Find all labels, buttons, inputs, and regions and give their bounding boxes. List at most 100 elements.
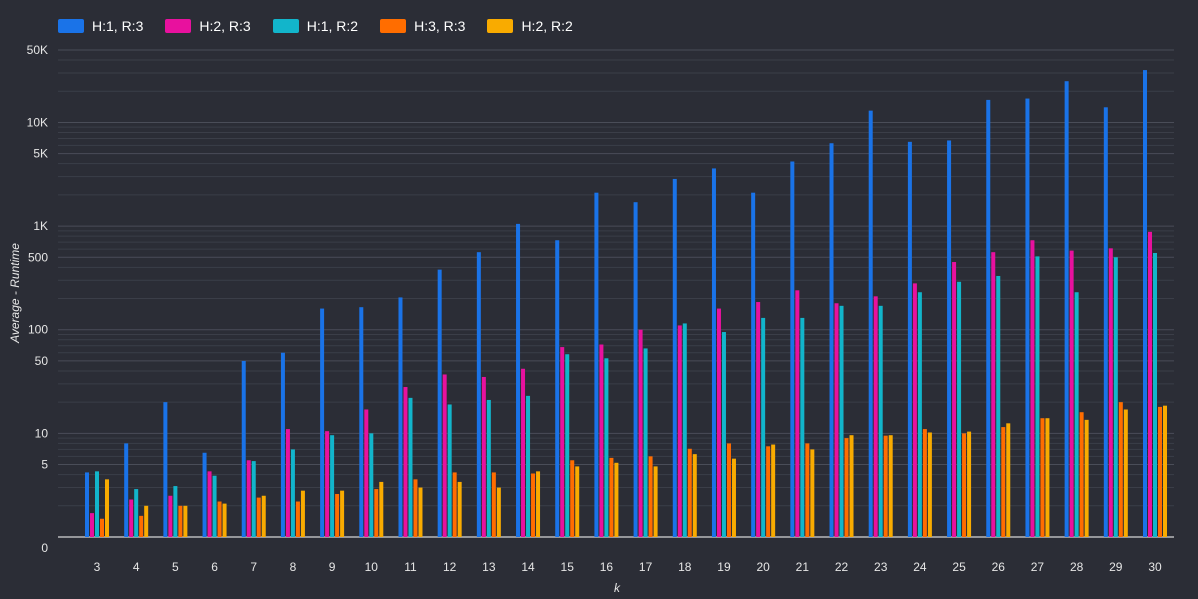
legend-swatch: [58, 19, 84, 33]
y-tick-label: 50K: [27, 43, 48, 57]
legend-item[interactable]: H:1, R:3: [58, 18, 143, 34]
x-tick-label: 16: [600, 560, 614, 574]
bar: [207, 471, 212, 537]
bar: [810, 449, 815, 537]
bar: [638, 329, 643, 537]
bar: [217, 501, 222, 537]
bar: [731, 458, 736, 537]
x-tick-label: 17: [639, 560, 653, 574]
bar: [888, 435, 893, 537]
bar: [849, 435, 854, 537]
bar: [996, 275, 1001, 537]
bar: [536, 471, 541, 537]
bar: [555, 240, 560, 538]
bar: [403, 387, 408, 537]
bar: [280, 352, 285, 537]
x-tick-label: 15: [561, 560, 575, 574]
bar: [447, 404, 452, 537]
x-tick-label: 12: [443, 560, 457, 574]
bar: [1103, 107, 1108, 538]
legend-item[interactable]: H:2, R:2: [487, 18, 573, 34]
bar: [374, 489, 379, 537]
bar: [1113, 257, 1118, 537]
bar: [1158, 406, 1162, 537]
x-tick-label: 25: [952, 560, 966, 574]
bar: [834, 303, 839, 537]
bar: [1069, 250, 1074, 537]
bar: [105, 479, 109, 537]
x-tick-label: 6: [211, 560, 218, 574]
legend-swatch: [165, 19, 192, 33]
bar: [800, 317, 805, 537]
bar: [766, 446, 771, 537]
bar: [756, 302, 761, 537]
bar: [491, 472, 496, 537]
bar: [379, 481, 384, 537]
bar: [418, 487, 423, 537]
bar: [261, 495, 266, 537]
x-tick-label: 26: [992, 560, 1006, 574]
bar: [202, 452, 207, 537]
x-tick-label: 3: [94, 560, 101, 574]
bar: [413, 479, 418, 537]
bar: [1045, 418, 1050, 537]
bar: [330, 435, 335, 537]
bar: [1084, 419, 1089, 537]
x-tick-label: 30: [1148, 560, 1162, 574]
bar: [100, 518, 104, 537]
y-tick-label: 10: [35, 426, 49, 440]
bar: [134, 489, 139, 537]
bar: [672, 178, 677, 537]
y-tick-label: 0: [41, 541, 48, 555]
bar: [962, 433, 967, 537]
bar: [711, 168, 716, 537]
bar: [163, 402, 168, 537]
bar: [476, 252, 481, 537]
bar: [716, 308, 721, 537]
bar: [594, 192, 599, 537]
bar: [907, 141, 912, 537]
bar: [144, 505, 149, 537]
bar: [1153, 252, 1157, 537]
bar: [609, 457, 614, 537]
bar: [839, 305, 844, 537]
bar: [1079, 412, 1084, 537]
bar: [398, 297, 403, 537]
bar: [790, 161, 795, 537]
bar: [844, 438, 849, 537]
bar: [1035, 256, 1040, 537]
legend-item[interactable]: H:2, R:3: [165, 18, 251, 34]
bar: [335, 493, 340, 537]
bar: [251, 461, 256, 537]
y-tick-label: 5K: [33, 147, 48, 161]
bar: [643, 348, 648, 537]
bar: [927, 432, 932, 537]
bar: [922, 429, 927, 537]
legend-item[interactable]: H:1, R:2: [272, 18, 358, 34]
bar: [290, 449, 295, 537]
bar: [241, 360, 246, 537]
bar: [682, 323, 687, 537]
bar: [761, 317, 766, 537]
bar: [212, 475, 217, 537]
bar: [364, 409, 369, 537]
bar: [526, 395, 531, 537]
bar: [967, 431, 972, 537]
bar: [1030, 240, 1035, 538]
legend-item[interactable]: H:3, R:3: [380, 18, 465, 34]
bar: [1148, 231, 1152, 537]
bar: [677, 325, 682, 537]
bar: [1001, 427, 1006, 537]
bar: [168, 495, 173, 537]
bar: [721, 332, 726, 537]
x-tick-label: 14: [521, 560, 535, 574]
bar: [85, 472, 89, 537]
bar: [1108, 248, 1113, 537]
bar: [991, 252, 996, 537]
bar: [1163, 405, 1167, 537]
bar: [320, 308, 325, 537]
bar: [452, 472, 457, 537]
y-tick-label: 100: [28, 323, 48, 337]
bar: [1143, 70, 1147, 537]
